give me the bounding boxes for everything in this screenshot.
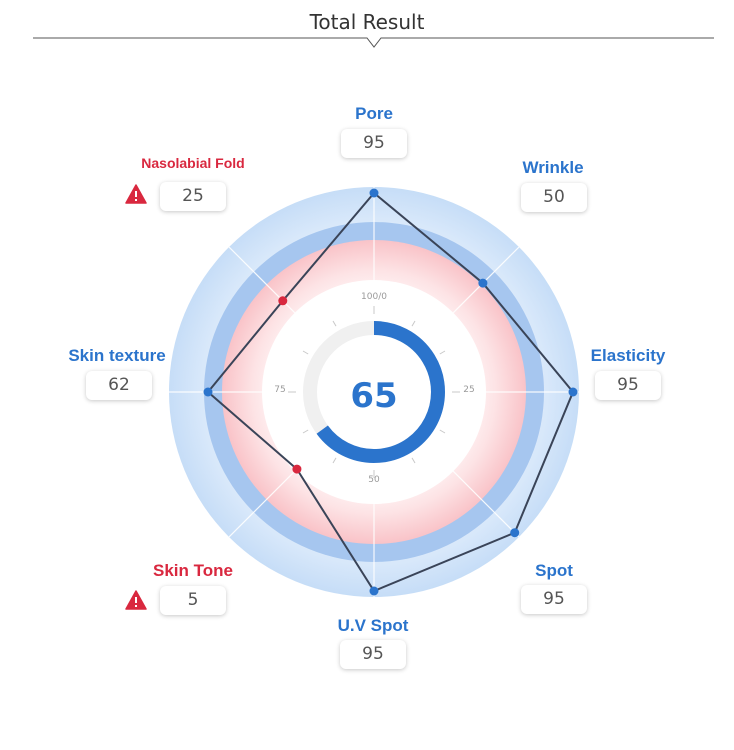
radar-point-uv-spot [369,586,379,596]
dial-tick [302,350,309,355]
dial-label-bottom: 50 [368,475,380,485]
metric-nasolabial-label-wrap: Nasolabial Fold [141,155,244,171]
nasolabial-fold-label: Nasolabial Fold [141,155,245,171]
radar-point-skin-tone [292,464,302,474]
elasticity-value[interactable]: 95 [595,371,661,400]
warning-icon [125,590,147,610]
spot-label: Spot [535,561,573,580]
metric-elasticity-label-wrap: Elasticity [591,346,666,366]
total-score: 65 [350,376,398,416]
nasolabial-fold-value[interactable]: 25 [160,182,226,211]
metric-pore-label-wrap: Pore [355,104,393,124]
pore-label: Pore [355,104,393,123]
wrinkle-label: Wrinkle [522,158,584,177]
metric-spot-label-wrap: Spot [535,561,573,581]
dial-label-right: 25 [463,385,474,395]
spokes [169,187,579,597]
dial-tick [411,320,416,327]
spoke-line [228,470,296,538]
dial-tick [332,457,337,464]
radar-point-spot [510,528,520,538]
metric-wrinkle-label-wrap: Wrinkle [522,158,583,178]
wrinkle-value[interactable]: 50 [521,183,587,212]
score-arc [316,321,445,463]
metric-uv-spot-label-wrap: U.V Spot [338,616,409,636]
dial-tick [411,457,416,464]
dial-ticks [288,306,460,478]
dial-label-left: 75 [274,385,285,395]
spoke-line [452,470,520,538]
header-divider [33,37,714,48]
dial-tick [332,320,337,327]
dial-tick [302,429,309,434]
radar-point-elasticity [568,387,578,397]
dial-tick [439,350,446,355]
uv-spot-label: U.V Spot [337,616,409,635]
page-title: Total Result [309,10,425,34]
skin-texture-value[interactable]: 62 [86,371,152,400]
radar-point-nasolabial-fold [278,296,288,306]
dial-tick [439,429,446,434]
dial-label-top: 100/0 [361,292,387,302]
pore-value[interactable]: 95 [341,129,407,158]
skin-tone-label: Skin Tone [153,561,233,580]
spot-value[interactable]: 95 [521,585,587,614]
radar-points [203,188,578,596]
uv-spot-value[interactable]: 95 [340,640,406,669]
radar-point-wrinkle [478,278,488,288]
warning-icon [125,184,147,204]
skin-texture-label: Skin texture [68,346,166,365]
skin-tone-value[interactable]: 5 [160,586,226,615]
radar-point-pore [369,188,379,198]
elasticity-label: Elasticity [590,346,666,365]
radar-point-skin-texture [203,387,213,397]
metric-skin-texture-label-wrap: Skin texture [68,346,165,366]
metric-skin-tone-label-wrap: Skin Tone [153,561,233,581]
